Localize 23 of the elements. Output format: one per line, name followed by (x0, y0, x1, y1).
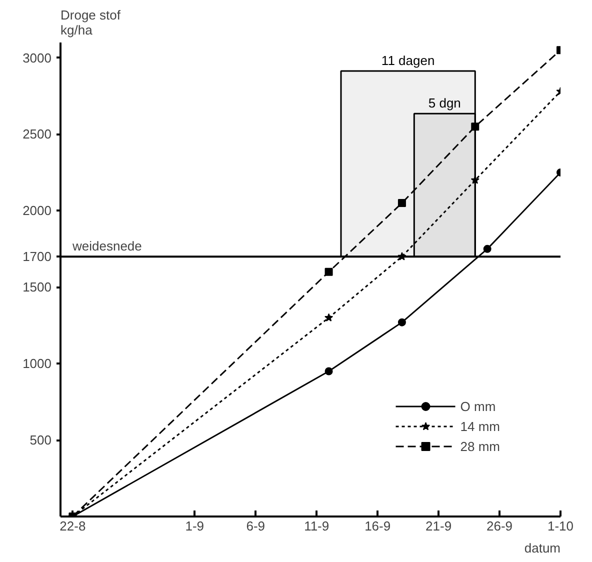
x-axis-title: datum (524, 540, 561, 556)
y-tick-label: 1500 (22, 280, 52, 295)
y-tick-label: 3000 (22, 50, 52, 66)
x-tick-label: 11-9 (304, 518, 330, 534)
x-tick-label: 26-9 (486, 518, 513, 534)
x-tick-label: 22-8 (60, 518, 86, 534)
y-tick-label: 1000 (22, 356, 52, 372)
legend-label: 14 mm (460, 418, 500, 434)
legend-label: 28 mm (460, 438, 500, 454)
band-label: 11 dagen (381, 52, 435, 68)
y-tick-label: 1700 (22, 249, 52, 264)
y-tick-label: 2500 (22, 126, 52, 142)
band-label: 5 dgn (428, 96, 461, 111)
y-axis-title: Droge stof kg/ha (60, 8, 121, 38)
x-tick-label: 6-9 (246, 518, 266, 534)
y-tick-label: 2000 (22, 203, 52, 218)
y-tick-label: 500 (30, 432, 52, 448)
ref-line-label: weidesnede (72, 238, 142, 254)
legend-label: O mm (460, 398, 496, 414)
x-tick-label: 1-10 (547, 518, 574, 534)
x-tick-label: 16-9 (364, 518, 391, 534)
x-tick-label: 1-9 (185, 518, 204, 534)
x-tick-label: 21-9 (426, 518, 452, 534)
